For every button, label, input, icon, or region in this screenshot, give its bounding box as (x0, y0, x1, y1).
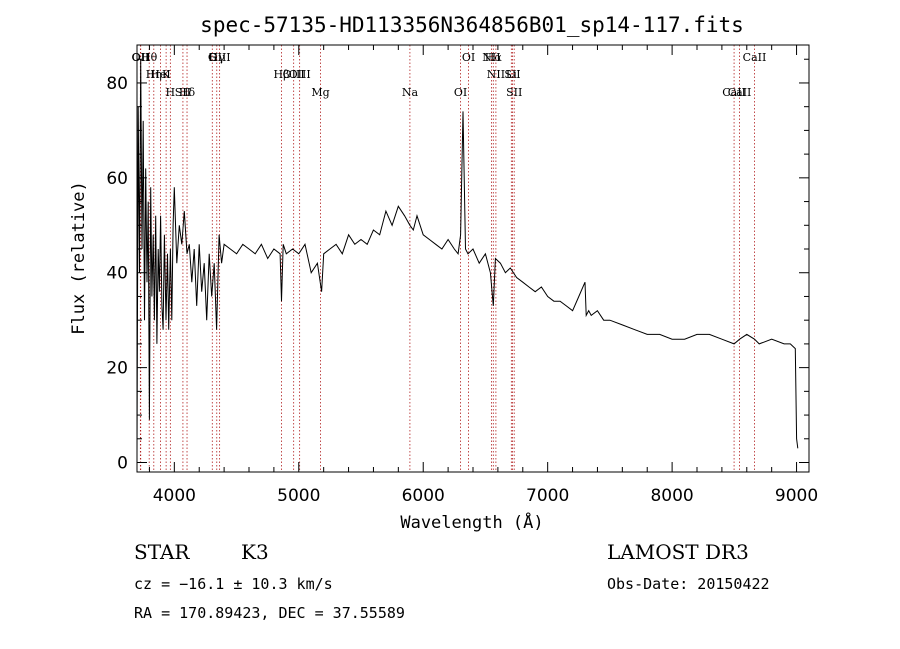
line-marker-label: NII (482, 51, 500, 64)
line-marker-label: CaII (728, 86, 752, 99)
line-marker-label: SII (506, 86, 522, 99)
x-tick-label: 5000 (277, 486, 320, 506)
redshift-value: cz = −16.1 ± 10.3 km/s (134, 575, 333, 593)
series-line (136, 59, 799, 454)
x-tick-label: 7000 (526, 486, 569, 506)
line-marker-label: Mg (311, 86, 329, 99)
line-marker-label: HeI (150, 68, 170, 81)
x-axis-ticks: 4000 5000 6000 7000 8000 9000 (148, 45, 818, 506)
object-class: STAR (134, 540, 190, 564)
line-marker-label: Hα (485, 51, 503, 64)
line-marker-label: OII (132, 51, 150, 64)
line-marker-label: OI (454, 86, 467, 99)
chart-title: spec-57135-HD113356N364856B01_sp14-117.f… (200, 13, 744, 37)
line-marker-label: Hβ (274, 68, 290, 81)
y-axis-label: Flux (relative) (69, 181, 89, 335)
y-tick-label: 20 (106, 359, 128, 379)
plot-frame (136, 44, 810, 473)
x-tick-label: 6000 (402, 486, 445, 506)
line-marker-label: NII (487, 68, 505, 81)
line-marker-label: Hη (146, 68, 162, 81)
line-marker-label: Li (506, 68, 517, 81)
survey-name: LAMOST DR3 (607, 540, 749, 564)
line-marker-label: Na (402, 86, 419, 99)
spectrum-series (136, 59, 799, 454)
y-tick-label: 0 (117, 454, 128, 474)
line-marker-label: SII (175, 86, 191, 99)
line-marker-label: G (208, 51, 217, 64)
line-marker-label: OIII (289, 68, 311, 81)
line-marker-label: Hδ (179, 86, 196, 99)
y-tick-label: 80 (106, 74, 128, 94)
line-marker-label: H (166, 86, 176, 99)
line-marker-label: SII (504, 68, 520, 81)
x-tick-label: 9000 (775, 486, 818, 506)
y-tick-label: 40 (106, 264, 128, 284)
line-marker-label: K (162, 68, 171, 81)
y-tick-label: 60 (106, 169, 128, 189)
y-axis-ticks: 0 20 40 60 80 (106, 58, 809, 474)
coordinates: RA = 170.89423, DEC = 37.55589 (134, 604, 405, 622)
line-marker-label: OIII (283, 68, 305, 81)
x-tick-label: 8000 (650, 486, 693, 506)
line-marker-label: CaII (722, 86, 746, 99)
emission-line-markers: HθKHδOIIIOIIIOIHαSIICaIIOIIHeISIIHγOIIIN… (132, 45, 767, 472)
spectral-subclass: K3 (241, 540, 269, 564)
line-marker-label: CaII (743, 51, 767, 64)
line-marker-label: Hθ (141, 51, 158, 64)
line-marker-label: OII (132, 51, 150, 64)
line-marker-label: OI (462, 51, 475, 64)
line-marker-label: Hγ (209, 51, 226, 64)
observation-date: Obs-Date: 20150422 (607, 575, 770, 593)
x-tick-label: 4000 (153, 486, 196, 506)
x-axis-label: Wavelength (Å) (400, 511, 543, 533)
line-marker-label: OIII (209, 51, 231, 64)
